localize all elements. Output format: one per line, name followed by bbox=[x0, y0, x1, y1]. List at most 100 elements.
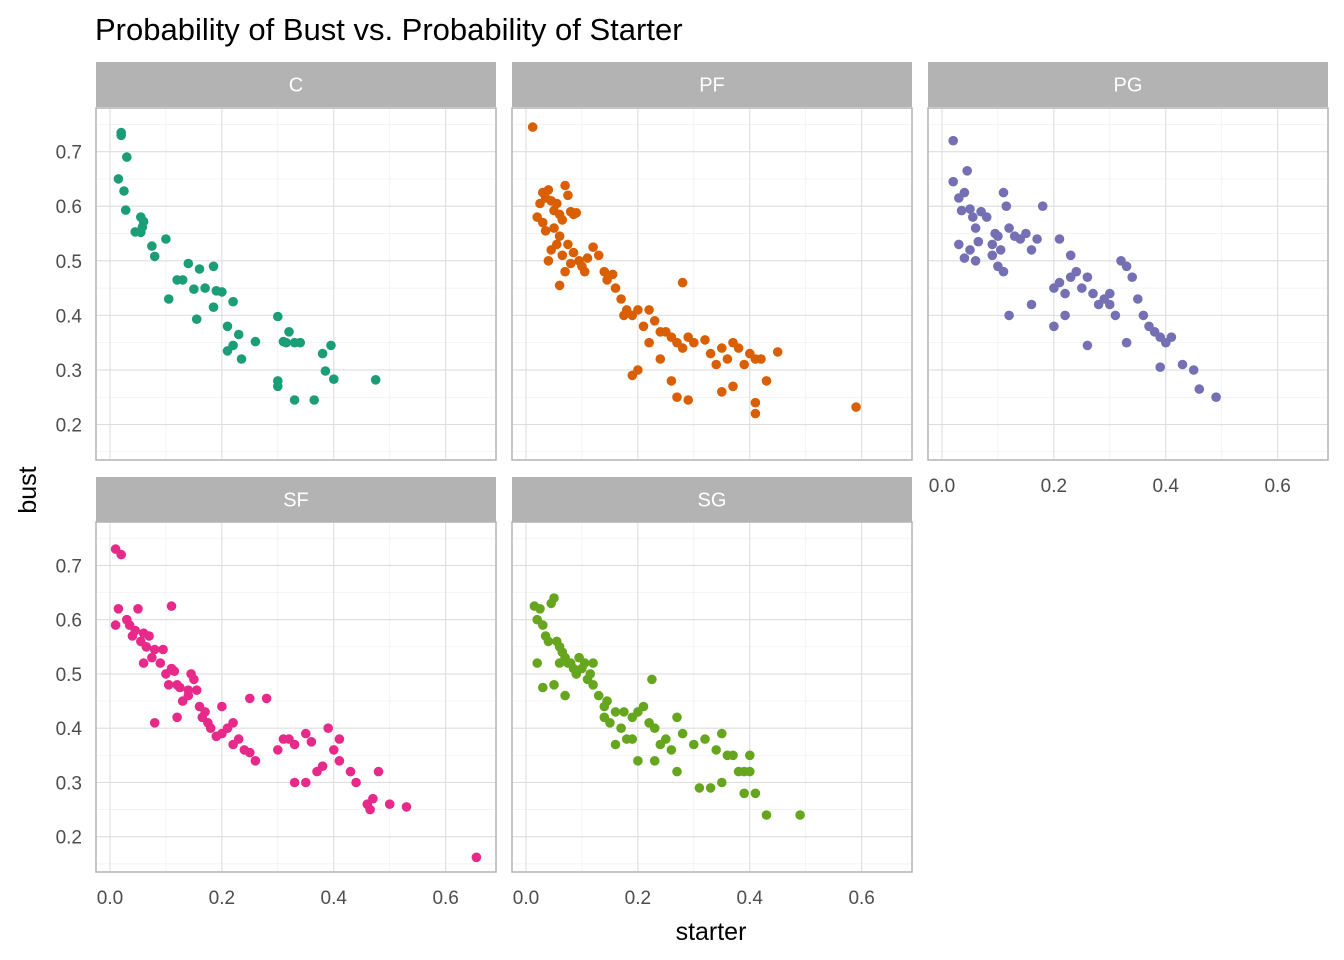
data-point bbox=[965, 245, 975, 255]
data-point bbox=[728, 381, 738, 392]
facet-panel-pg: PG 0.0 0.2 0.4 0.6 bbox=[927, 62, 1329, 497]
data-point bbox=[717, 777, 727, 788]
data-point bbox=[113, 174, 124, 184]
data-point bbox=[149, 718, 160, 728]
data-point bbox=[588, 658, 598, 668]
data-point bbox=[301, 728, 311, 739]
data-point bbox=[540, 226, 551, 236]
data-point bbox=[672, 766, 682, 777]
data-point bbox=[334, 756, 345, 766]
data-point bbox=[672, 712, 682, 723]
data-point bbox=[527, 122, 538, 132]
data-point bbox=[222, 321, 233, 332]
data-point bbox=[1121, 261, 1132, 272]
data-point bbox=[169, 666, 180, 676]
data-point bbox=[261, 693, 272, 704]
x-tick-label: 0.2 bbox=[209, 888, 235, 909]
data-point bbox=[557, 250, 568, 261]
data-point bbox=[163, 680, 174, 690]
data-point bbox=[136, 227, 146, 238]
y-tick-label: 0.3 bbox=[56, 773, 82, 794]
data-point bbox=[633, 365, 643, 375]
data-point bbox=[471, 852, 482, 863]
data-point bbox=[795, 810, 805, 820]
y-tick-label: 0.6 bbox=[56, 197, 82, 218]
data-point bbox=[149, 251, 160, 262]
data-point bbox=[610, 707, 621, 717]
data-point bbox=[772, 347, 783, 357]
data-point bbox=[677, 728, 688, 739]
data-point bbox=[959, 253, 970, 263]
data-point bbox=[571, 669, 582, 679]
data-point bbox=[273, 381, 283, 392]
data-point bbox=[557, 215, 568, 225]
y-tick-label: 0.7 bbox=[56, 556, 82, 577]
data-point bbox=[1071, 266, 1082, 277]
data-point bbox=[1082, 272, 1093, 283]
data-point bbox=[1004, 310, 1014, 321]
data-point bbox=[948, 176, 958, 187]
data-point bbox=[602, 696, 612, 706]
data-point bbox=[970, 223, 981, 233]
data-point bbox=[1177, 359, 1188, 370]
data-point bbox=[948, 135, 958, 146]
data-point bbox=[554, 231, 565, 241]
y-tick-label: 0.5 bbox=[56, 665, 82, 686]
data-point bbox=[585, 669, 596, 679]
y-tick-label: 0.5 bbox=[56, 252, 82, 273]
panel-border bbox=[95, 521, 497, 873]
data-point bbox=[954, 239, 964, 250]
data-point bbox=[995, 245, 1006, 255]
data-point bbox=[588, 680, 598, 690]
data-point bbox=[970, 255, 981, 266]
data-point bbox=[705, 783, 716, 793]
data-point bbox=[1194, 384, 1205, 394]
x-tick-label: 0.0 bbox=[97, 888, 123, 909]
facet-strip bbox=[928, 62, 1328, 107]
data-point bbox=[189, 284, 199, 295]
data-point bbox=[166, 601, 177, 611]
data-point bbox=[245, 747, 255, 758]
data-point bbox=[998, 266, 1009, 277]
data-point bbox=[739, 359, 749, 370]
data-point bbox=[717, 387, 727, 397]
data-point bbox=[401, 802, 412, 812]
data-point bbox=[750, 397, 761, 408]
data-point bbox=[326, 340, 336, 351]
data-point bbox=[677, 343, 688, 353]
data-point bbox=[543, 255, 554, 266]
data-point bbox=[317, 348, 328, 359]
data-point bbox=[191, 314, 202, 325]
data-point bbox=[1001, 201, 1012, 211]
data-point bbox=[616, 294, 626, 304]
data-point bbox=[962, 166, 972, 176]
data-point bbox=[250, 336, 261, 347]
data-point bbox=[711, 359, 721, 370]
data-point bbox=[1026, 245, 1037, 255]
data-point bbox=[320, 366, 331, 376]
panel-border bbox=[511, 521, 913, 873]
data-point bbox=[1037, 201, 1048, 211]
data-point bbox=[1060, 310, 1070, 321]
data-point bbox=[649, 756, 660, 766]
data-point bbox=[147, 241, 157, 251]
data-point bbox=[1105, 299, 1115, 310]
data-point bbox=[563, 190, 573, 201]
data-point bbox=[144, 631, 154, 641]
data-point bbox=[130, 625, 140, 636]
data-point bbox=[666, 745, 677, 755]
y-tick-label: 0.4 bbox=[56, 306, 83, 327]
data-point bbox=[194, 264, 205, 274]
data-point bbox=[1021, 228, 1031, 239]
data-point bbox=[119, 186, 129, 196]
data-point bbox=[384, 799, 395, 809]
data-point bbox=[987, 250, 998, 261]
data-point bbox=[554, 280, 565, 291]
panel-background bbox=[95, 107, 497, 461]
panel-background bbox=[95, 521, 497, 873]
data-point bbox=[116, 130, 126, 141]
data-point bbox=[183, 690, 194, 701]
data-point bbox=[538, 217, 548, 228]
data-point bbox=[1049, 321, 1059, 332]
